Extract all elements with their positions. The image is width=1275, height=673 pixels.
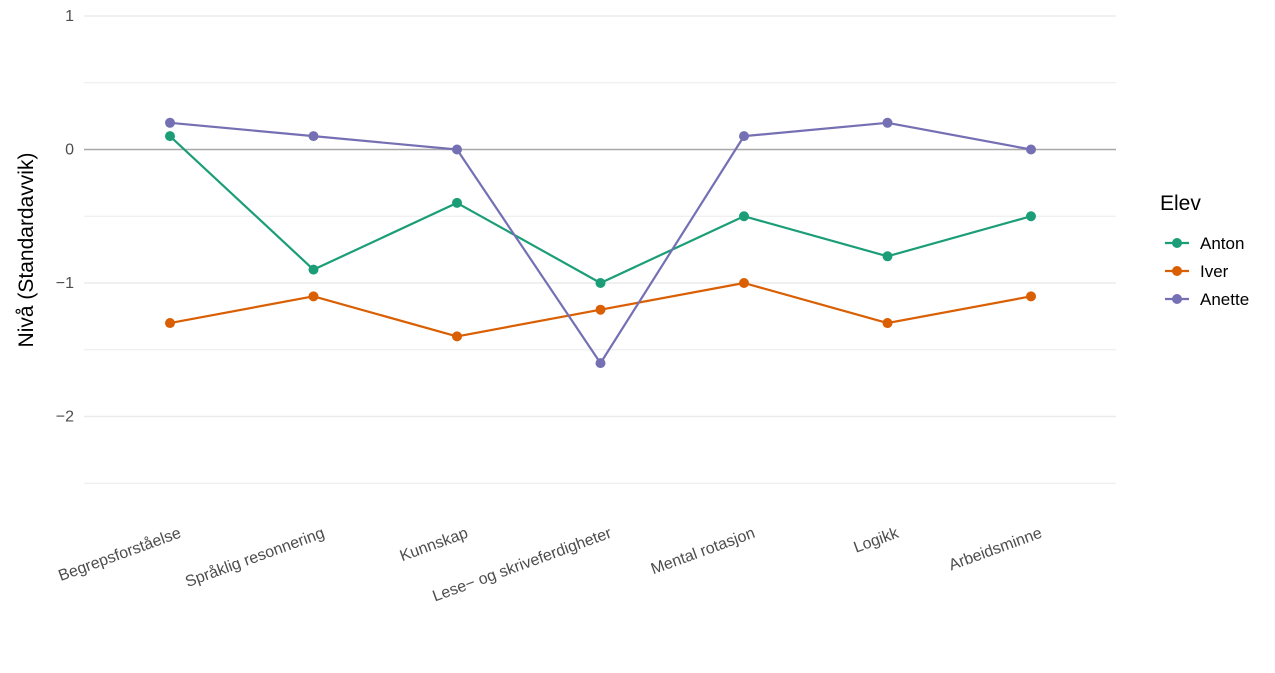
data-point <box>595 358 606 369</box>
data-point <box>739 131 749 142</box>
legend-item-anton: Anton <box>1165 234 1244 253</box>
legend-item-iver: Iver <box>1165 262 1229 281</box>
data-point <box>1026 144 1036 155</box>
x-tick-label: Begrepsforståelse <box>56 524 183 585</box>
data-point <box>165 117 175 128</box>
legend-key-point <box>1172 238 1182 248</box>
x-tick-label: Arbeidsminne <box>947 525 1045 574</box>
series-layer <box>165 117 1036 369</box>
y-tick-label: 1 <box>65 8 74 25</box>
data-point <box>308 291 319 302</box>
data-point <box>739 211 749 222</box>
x-axis-ticks: Begrepsforståelse Språklig resonnering Kun… <box>56 524 1044 606</box>
y-tick-label: −1 <box>56 275 74 292</box>
data-point <box>739 278 749 288</box>
x-tick-label: Mental rotasjon <box>649 525 758 578</box>
y-tick-label: 0 <box>65 142 74 159</box>
series-line <box>169 121 1032 365</box>
data-point <box>165 318 175 329</box>
data-point <box>308 264 319 275</box>
legend-label: Anette <box>1200 290 1249 309</box>
data-point <box>882 318 893 329</box>
data-point <box>452 331 462 342</box>
legend-label: Anton <box>1200 234 1244 253</box>
data-point <box>452 197 462 208</box>
data-point <box>1026 291 1036 302</box>
x-tick-label: Språklig resonnering <box>183 524 327 591</box>
data-point <box>308 131 319 142</box>
legend: Elev Anton Iver Anette <box>1160 192 1249 309</box>
y-axis-title: Nivå (Standardavvik) <box>15 153 38 348</box>
legend-label: Iver <box>1200 262 1229 281</box>
x-tick-label: Kunnskap <box>398 525 471 565</box>
x-tick-label: Logikk <box>852 524 902 556</box>
data-point <box>165 131 175 142</box>
grid-lines <box>84 15 1116 484</box>
data-point <box>882 117 893 128</box>
y-axis-ticks: 1 0 −1 −2 <box>56 8 74 426</box>
series-line <box>169 135 1032 285</box>
legend-key-point <box>1172 266 1182 276</box>
legend-item-anette: Anette <box>1165 290 1249 309</box>
data-point <box>595 278 606 288</box>
y-tick-label: −2 <box>56 409 74 426</box>
data-point <box>452 144 462 155</box>
series-anton <box>165 131 1036 288</box>
data-point <box>595 304 606 315</box>
legend-title: Elev <box>1160 192 1201 215</box>
series-anette <box>165 117 1036 369</box>
legend-key-point <box>1172 294 1182 304</box>
legend-items: Anton Iver Anette <box>1165 234 1249 309</box>
data-point <box>882 251 893 262</box>
data-point <box>1026 211 1036 222</box>
series-iver <box>165 278 1036 342</box>
